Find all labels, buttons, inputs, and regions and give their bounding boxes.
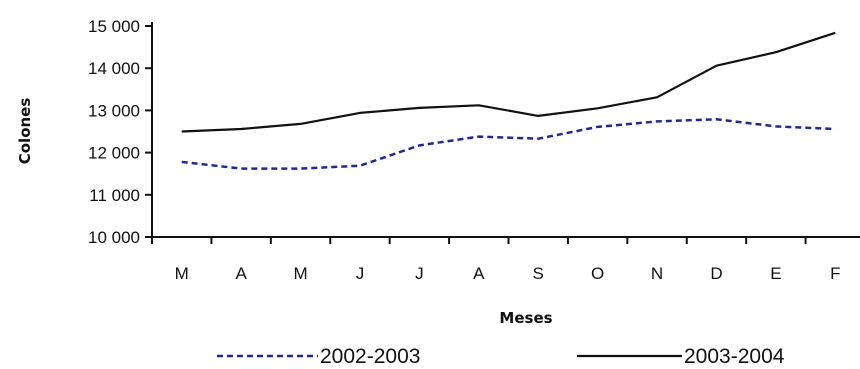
x-tick-label: F (830, 264, 840, 283)
y-axis: 10 000 11 000 12 000 13 000 14 000 15 000 (88, 17, 153, 247)
x-tick-label: A (473, 264, 485, 283)
x-tick-label: S (533, 264, 544, 283)
y-axis-title: Colones (16, 98, 34, 165)
x-tick-label: D (710, 264, 722, 283)
x-tick-label: M (293, 264, 307, 283)
legend: 2002-2003 2003-2004 (217, 345, 785, 368)
y-tick-label: 12 000 (88, 144, 140, 163)
x-tick-label: J (356, 264, 365, 283)
x-tick-label: M (175, 264, 189, 283)
y-tick-label: 11 000 (89, 186, 140, 205)
y-tick-label: 15 000 (88, 17, 140, 36)
x-tick-label: N (651, 264, 663, 283)
x-tick-label: J (415, 264, 424, 283)
legend-label: 2003-2004 (684, 345, 785, 368)
y-tick-label: 10 000 (88, 228, 140, 247)
series-line-2002-2003 (181, 118, 836, 170)
series-line-2003-2004 (181, 31, 836, 133)
y-tick-label: 14 000 (88, 59, 140, 78)
x-tick-label: O (591, 264, 604, 283)
x-tick-label: A (235, 264, 247, 283)
y-tick-label: 13 000 (88, 101, 140, 120)
x-tick-label: E (770, 264, 781, 283)
x-axis-title: Meses (499, 309, 552, 327)
legend-label: 2002-2003 (320, 345, 420, 368)
series-layer (181, 31, 836, 170)
